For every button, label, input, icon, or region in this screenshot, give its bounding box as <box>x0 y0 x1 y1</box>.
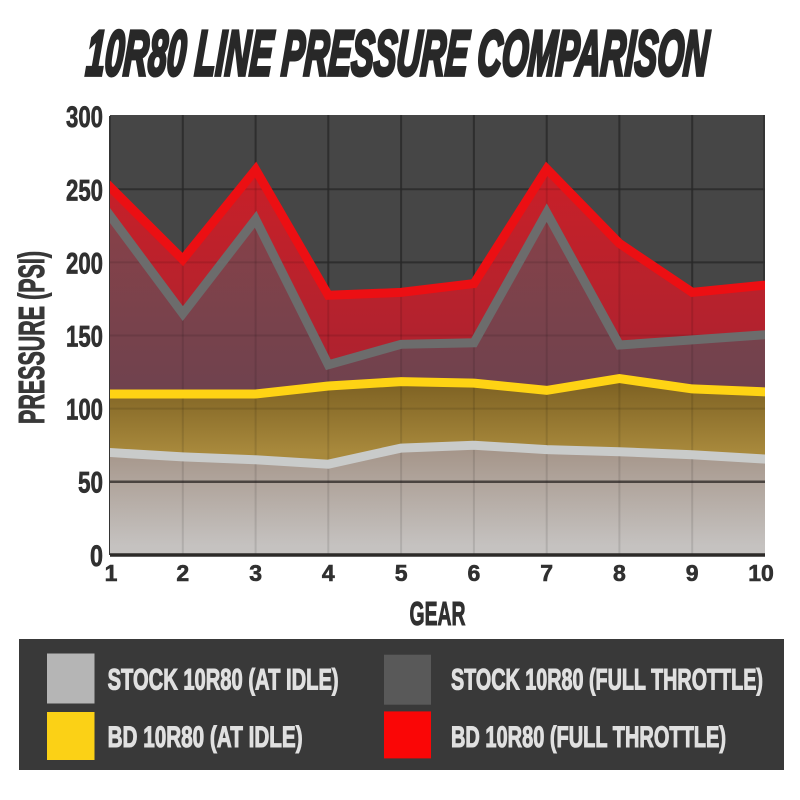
svg-text:10R80 LINE PRESSURE COMPARISON: 10R80 LINE PRESSURE COMPARISON <box>84 18 712 89</box>
svg-text:10: 10 <box>748 560 774 586</box>
svg-text:3: 3 <box>249 560 262 586</box>
svg-text:9: 9 <box>686 560 699 586</box>
svg-text:7: 7 <box>540 560 553 586</box>
svg-text:4: 4 <box>322 560 335 586</box>
svg-text:BD 10R80 (AT IDLE): BD 10R80 (AT IDLE) <box>108 721 303 754</box>
svg-text:BD 10R80 (FULL THROTTLE): BD 10R80 (FULL THROTTLE) <box>451 721 726 754</box>
svg-text:150: 150 <box>66 321 103 354</box>
svg-text:2: 2 <box>176 560 189 586</box>
svg-text:250: 250 <box>66 174 103 207</box>
svg-text:6: 6 <box>468 560 481 586</box>
svg-text:100: 100 <box>66 394 103 427</box>
svg-text:5: 5 <box>395 560 408 586</box>
svg-text:0: 0 <box>90 540 103 573</box>
svg-text:1: 1 <box>105 560 118 586</box>
svg-text:STOCK 10R80 (FULL THROTTLE): STOCK 10R80 (FULL THROTTLE) <box>451 664 763 697</box>
svg-text:300: 300 <box>66 101 103 134</box>
svg-text:200: 200 <box>66 247 103 280</box>
svg-text:PRESSURE (PSI): PRESSURE (PSI) <box>11 251 52 424</box>
svg-text:50: 50 <box>78 467 103 500</box>
svg-text:GEAR: GEAR <box>410 595 466 632</box>
svg-text:STOCK 10R80 (AT IDLE): STOCK 10R80 (AT IDLE) <box>108 664 339 697</box>
svg-text:8: 8 <box>613 560 626 586</box>
